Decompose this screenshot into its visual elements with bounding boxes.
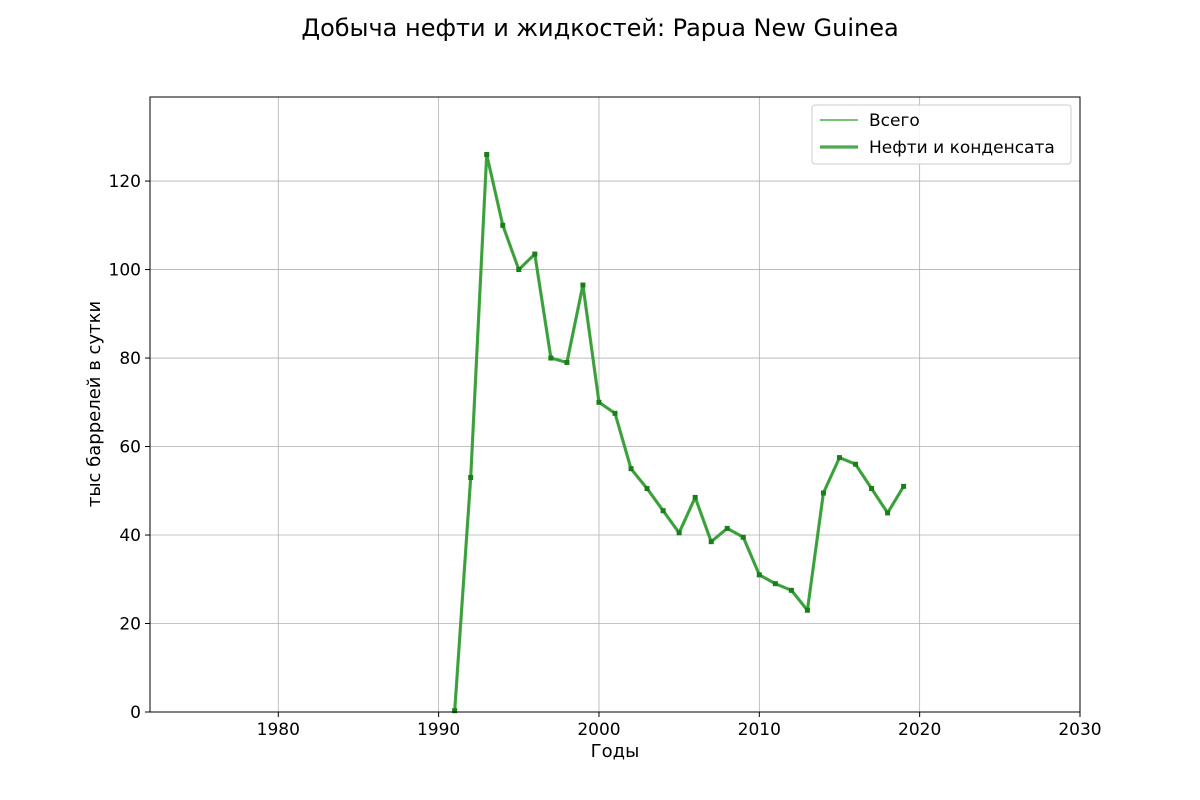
data-point [516, 267, 522, 273]
y-tick-label: 20 [119, 615, 141, 635]
data-point [500, 222, 506, 228]
series-line-total [453, 153, 905, 711]
y-tick-label: 80 [119, 349, 141, 369]
data-point [564, 359, 570, 365]
plot-frame [149, 96, 1081, 713]
legend-label-total: Всего [869, 111, 920, 131]
data-point [885, 510, 891, 516]
data-point [548, 355, 554, 361]
data-point [452, 708, 458, 714]
data-point [644, 486, 650, 492]
y-tick-label: 40 [119, 526, 141, 546]
legend: Всего Нефти и конденсата [811, 104, 1072, 165]
data-point [869, 486, 875, 492]
data-point [468, 475, 474, 481]
x-tick-label: 2010 [738, 720, 781, 740]
data-point [676, 530, 682, 536]
data-point [820, 490, 826, 496]
data-point [901, 483, 907, 489]
y-tick-label: 60 [119, 438, 141, 458]
data-point [628, 466, 634, 472]
ticks: 1980 1990 2000 2010 2020 2030 0 20 40 60 80 100 120 [109, 172, 1102, 740]
data-point [580, 282, 586, 288]
x-tick-label: 1980 [257, 720, 300, 740]
y-tick-label: 0 [130, 703, 141, 723]
y-axis-label: тыс баррелей в сутки [84, 301, 105, 507]
data-point [596, 399, 602, 405]
data-point [772, 581, 778, 587]
data-point [484, 152, 490, 158]
x-tick-label: 1990 [417, 720, 460, 740]
data-point [708, 539, 714, 545]
data-point [740, 534, 746, 540]
data-point [692, 494, 698, 500]
data-point [532, 251, 538, 257]
data-point [724, 525, 730, 531]
data-point [804, 607, 810, 613]
data-point [756, 572, 762, 578]
data-point [788, 587, 794, 593]
series-layer [452, 152, 907, 714]
legend-box [811, 104, 1072, 165]
x-axis-label: Годы [591, 741, 640, 762]
x-tick-label: 2020 [898, 720, 941, 740]
y-tick-label: 120 [109, 172, 141, 192]
data-point [612, 410, 618, 416]
legend-label-oil: Нефти и конденсата [869, 138, 1055, 158]
data-point [836, 455, 842, 461]
data-point [660, 508, 666, 514]
series-line-oil [453, 152, 905, 711]
x-tick-label: 2030 [1058, 720, 1101, 740]
chart-title: Добыча нефти и жидкостей: Papua New Guin… [301, 14, 898, 42]
grid [150, 97, 1081, 713]
x-tick-label: 2000 [577, 720, 620, 740]
y-tick-label: 100 [109, 261, 141, 281]
data-point [853, 461, 859, 467]
